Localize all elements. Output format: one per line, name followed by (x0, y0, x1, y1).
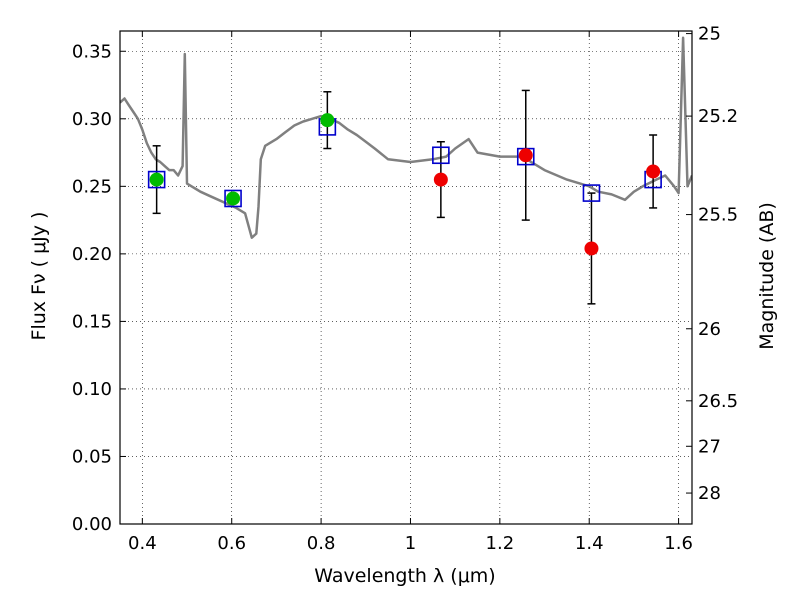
x-tick-label-1: 0.6 (217, 533, 246, 554)
mag-tick-label-2: 25.5 (698, 205, 738, 226)
nir-photometry-point-1 (518, 148, 533, 163)
observed-photometry-points (149, 113, 661, 256)
optical-photometry-point-2 (320, 113, 335, 128)
y-tick-label-6: 0.30 (72, 109, 112, 130)
model-spectrum (120, 36, 692, 239)
plot-frame (119, 30, 693, 525)
mag-tick-label-3: 26 (698, 319, 721, 340)
mag-tick-label-1: 25.2 (698, 106, 738, 127)
grid-lines (120, 31, 692, 525)
nir-photometry-point-3 (646, 164, 661, 179)
mag-tick-label-4: 26.5 (698, 391, 738, 412)
x-tick-label-6: 1.6 (664, 533, 693, 554)
x-tick-label-4: 1.2 (486, 533, 515, 554)
mag-tick-label-5: 27 (698, 436, 721, 457)
y-tick-label-3: 0.15 (72, 311, 112, 332)
x-tick-label-0: 0.4 (128, 533, 157, 554)
x-axis-label: Wavelength λ (μm) (314, 565, 495, 587)
mag-tick-label-0: 25 (698, 24, 721, 45)
y-tick-label-0: 0.00 (72, 514, 112, 535)
y-tick-labels: 0.00 0.05 0.10 0.15 0.20 0.25 0.30 0.35 (72, 41, 112, 535)
model-square-3 (432, 146, 450, 165)
x-tick-label-2: 0.8 (307, 533, 336, 554)
model-photometry-squares (147, 118, 662, 208)
nir-photometry-point-2 (584, 241, 599, 256)
nir-photometry-point-0 (433, 172, 448, 187)
y-tick-label-2: 0.10 (72, 379, 112, 400)
y-tick-label-7: 0.35 (72, 41, 112, 62)
model-square-0 (147, 170, 166, 189)
mag-tick-label-6: 28 (698, 483, 721, 504)
model-square-1 (224, 189, 242, 208)
y-axis-label: Flux Fν ( μJy ) (28, 212, 50, 341)
y-tick-label-4: 0.20 (72, 244, 112, 265)
x-tick-label-5: 1.4 (575, 533, 604, 554)
axis-ticks (120, 31, 692, 525)
spectrum-line (120, 36, 692, 239)
y-tick-label-1: 0.05 (72, 446, 112, 467)
optical-photometry-point-1 (226, 191, 241, 206)
magnitude-tick-labels: 25 25.2 25.5 26 26.5 27 28 (698, 24, 738, 504)
optical-photometry-point-0 (149, 172, 164, 187)
y-tick-label-5: 0.25 (72, 176, 112, 197)
x-tick-label-3: 1 (405, 533, 416, 554)
model-square-5 (582, 184, 601, 202)
y-axis-right-label: Magnitude (AB) (756, 202, 778, 350)
x-tick-labels: 0.4 0.6 0.8 1 1.2 1.4 1.6 (128, 533, 693, 554)
